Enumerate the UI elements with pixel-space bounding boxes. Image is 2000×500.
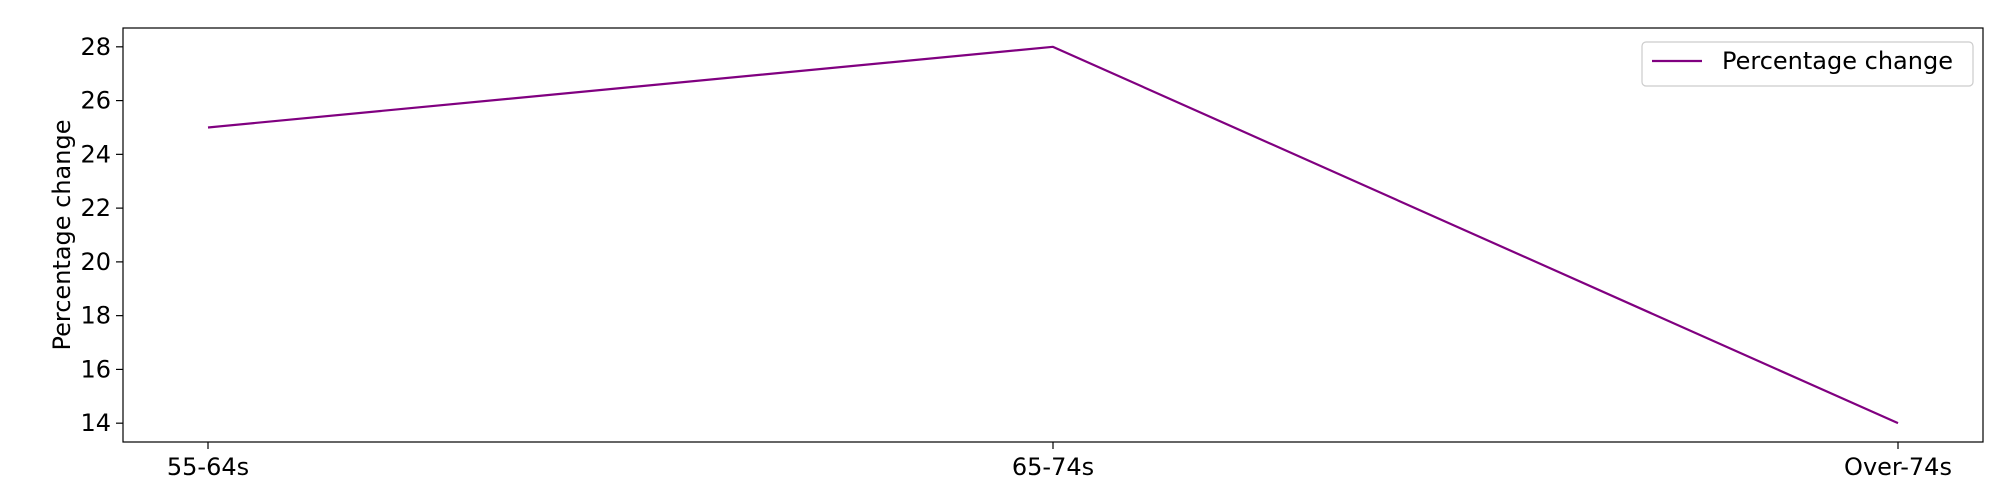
y-tick-label: 24 bbox=[80, 140, 111, 168]
y-tick-label: 18 bbox=[80, 302, 111, 330]
x-tick-label: Over-74s bbox=[1844, 453, 1952, 481]
x-axis: 55-64s 65-74s Over-74s bbox=[167, 442, 1952, 481]
y-tick-label: 26 bbox=[80, 87, 111, 115]
series-layer bbox=[207, 45, 1899, 425]
y-tick-label: 14 bbox=[80, 409, 111, 437]
legend-box bbox=[1641, 41, 1974, 87]
y-axis: 14 16 18 20 22 24 26 28 bbox=[80, 33, 123, 437]
plot-frame bbox=[122, 27, 1984, 443]
x-tick-label: 55-64s bbox=[167, 453, 249, 481]
legend: Percentage change bbox=[1641, 41, 1974, 87]
y-tick-label: 20 bbox=[80, 248, 111, 276]
series-line-percentage-change bbox=[207, 45, 1899, 425]
x-tick-label: 65-74s bbox=[1012, 453, 1094, 481]
y-tick-label: 28 bbox=[80, 33, 111, 61]
y-tick-label: 16 bbox=[80, 355, 111, 383]
y-tick-label: 22 bbox=[80, 194, 111, 222]
y-axis-title: Percentage change bbox=[48, 120, 76, 351]
legend-label: Percentage change bbox=[1722, 47, 1953, 75]
